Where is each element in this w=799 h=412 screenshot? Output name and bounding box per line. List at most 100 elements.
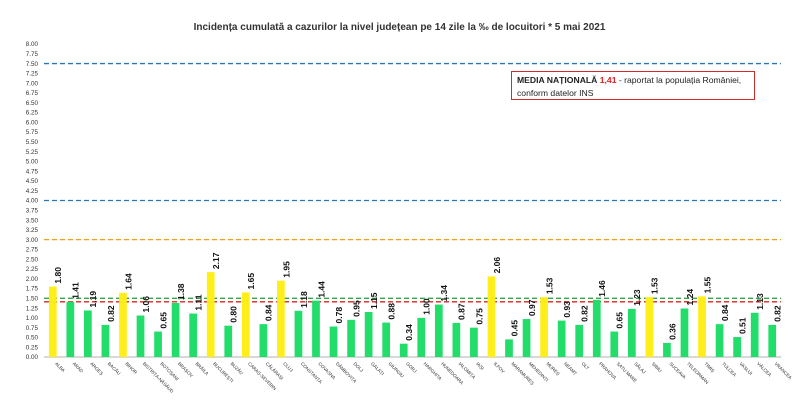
bar — [189, 313, 198, 357]
y-tick-label: 3.50 — [26, 217, 39, 224]
value-label: 0.36 — [667, 323, 677, 340]
x-tick-label: BUZĂU — [230, 360, 245, 375]
x-tick-label: GALAȚI — [370, 361, 385, 376]
value-label: 1.46 — [597, 280, 607, 297]
y-tick-label: 3.00 — [26, 237, 39, 244]
value-label: 0.95 — [351, 300, 361, 317]
y-tick-label: 6.75 — [26, 90, 39, 97]
x-tick-label: BIHOR — [124, 361, 138, 375]
y-tick-label: 5.50 — [26, 139, 39, 146]
y-tick-label: 1.50 — [26, 296, 39, 303]
value-label: 2.06 — [492, 257, 502, 274]
y-tick-label: 5.75 — [26, 129, 39, 136]
bar — [645, 297, 654, 357]
bar — [241, 292, 250, 357]
value-label: 1.53 — [650, 277, 660, 294]
value-labels: 1.80 1.41 1.19 0.82 1.64 1.06 0.65 1.38 1.11 2.17… — [53, 252, 782, 340]
value-label: 2.17 — [211, 252, 221, 269]
bar — [399, 343, 408, 357]
y-tick-label: 2.50 — [26, 256, 39, 263]
bar — [452, 322, 461, 357]
bar — [487, 276, 496, 357]
bar — [154, 331, 162, 357]
x-tick-label: BRĂILA — [194, 360, 210, 376]
y-tick-label: 4.75 — [26, 168, 39, 175]
value-label: 1.11 — [194, 294, 204, 310]
bar — [768, 324, 777, 357]
value-label: 1.53 — [544, 277, 554, 294]
y-tick-label: 0.75 — [26, 325, 39, 332]
note-lead: MEDIA NAȚIONALĂ — [517, 75, 598, 85]
y-axis: 0.00 0.25 0.50 0.75 1.00 1.25 1.50 1.75 2.00 2.25… — [26, 41, 781, 361]
value-label: 0.82 — [106, 305, 116, 322]
y-tick-label: 6.50 — [26, 100, 39, 107]
value-label: 1.06 — [141, 296, 151, 313]
y-tick-label: 6.00 — [26, 119, 39, 126]
bar — [698, 296, 706, 357]
bar — [364, 312, 373, 357]
y-tick-label: 7.00 — [26, 80, 39, 87]
x-tick-label: SUCEAVA — [668, 361, 687, 380]
x-tick-label: NEAMȚ — [563, 361, 578, 376]
note-line2: conform datelor INS — [517, 88, 594, 98]
x-tick-label: SIBIU — [651, 361, 663, 373]
y-tick-label: 3.75 — [26, 207, 39, 214]
value-label: 0.93 — [562, 301, 572, 318]
x-tick-label: SĂLAJ — [633, 360, 647, 374]
x-tick-label: TULCEA — [721, 361, 738, 378]
note-rest: - raportat la populația României, — [616, 75, 742, 85]
y-tick-label: 1.75 — [26, 286, 39, 293]
x-tick-label: BISTRIȚA-NĂSĂUD — [142, 360, 176, 394]
bar — [575, 324, 584, 357]
bar — [382, 322, 391, 357]
value-label: 0.88 — [387, 303, 397, 320]
bar — [434, 304, 443, 357]
x-tick-label: TIMIȘ — [703, 361, 715, 373]
bars — [48, 272, 777, 357]
y-tick-label: 2.75 — [26, 247, 39, 254]
value-label: 0.51 — [737, 317, 747, 334]
y-tick-label: 7.75 — [26, 51, 39, 58]
bar — [715, 324, 724, 357]
x-tick-label: ARGEȘ — [89, 361, 104, 376]
y-tick-label: 7.50 — [26, 61, 39, 68]
y-tick-label: 6.25 — [26, 110, 39, 117]
value-label: 0.84 — [264, 304, 274, 321]
y-tick-label: 2.00 — [26, 276, 39, 283]
y-tick-label: 1.00 — [26, 315, 39, 322]
bar — [66, 301, 75, 357]
value-label: 1.38 — [176, 283, 186, 300]
bar — [224, 325, 233, 357]
bar — [663, 342, 671, 357]
bar — [136, 315, 145, 357]
value-label: 0.65 — [158, 312, 168, 329]
value-label: 0.65 — [615, 312, 625, 329]
bar — [347, 319, 355, 357]
x-tick-label: VRANCEA — [774, 361, 794, 381]
value-label: 0.80 — [229, 306, 239, 323]
bar — [592, 299, 601, 357]
bar — [627, 308, 636, 357]
value-label: 1.34 — [439, 285, 449, 302]
x-tick-label: VASLUI — [738, 361, 753, 376]
x-tick-label: ALBA — [54, 361, 67, 374]
y-tick-label: 5.00 — [26, 159, 39, 166]
bar — [294, 310, 303, 357]
value-label: 1.00 — [422, 298, 432, 315]
x-tick-label: IAȘI — [475, 361, 485, 371]
value-label: 1.18 — [299, 291, 309, 308]
y-tick-label: 0.25 — [26, 344, 39, 351]
bar — [470, 327, 478, 357]
reference-lines — [44, 62, 781, 303]
value-label: 1.55 — [702, 277, 712, 294]
bar — [119, 292, 127, 357]
x-tick-label: BACĂU — [107, 360, 122, 375]
x-tick-label: PRAHOVA — [598, 361, 618, 381]
y-tick-label: 4.50 — [26, 178, 39, 185]
bar — [557, 320, 566, 357]
bar — [540, 297, 548, 357]
y-tick-label: 5.25 — [26, 149, 39, 156]
x-tick-label: ARAD — [72, 361, 85, 374]
bar — [750, 312, 759, 357]
